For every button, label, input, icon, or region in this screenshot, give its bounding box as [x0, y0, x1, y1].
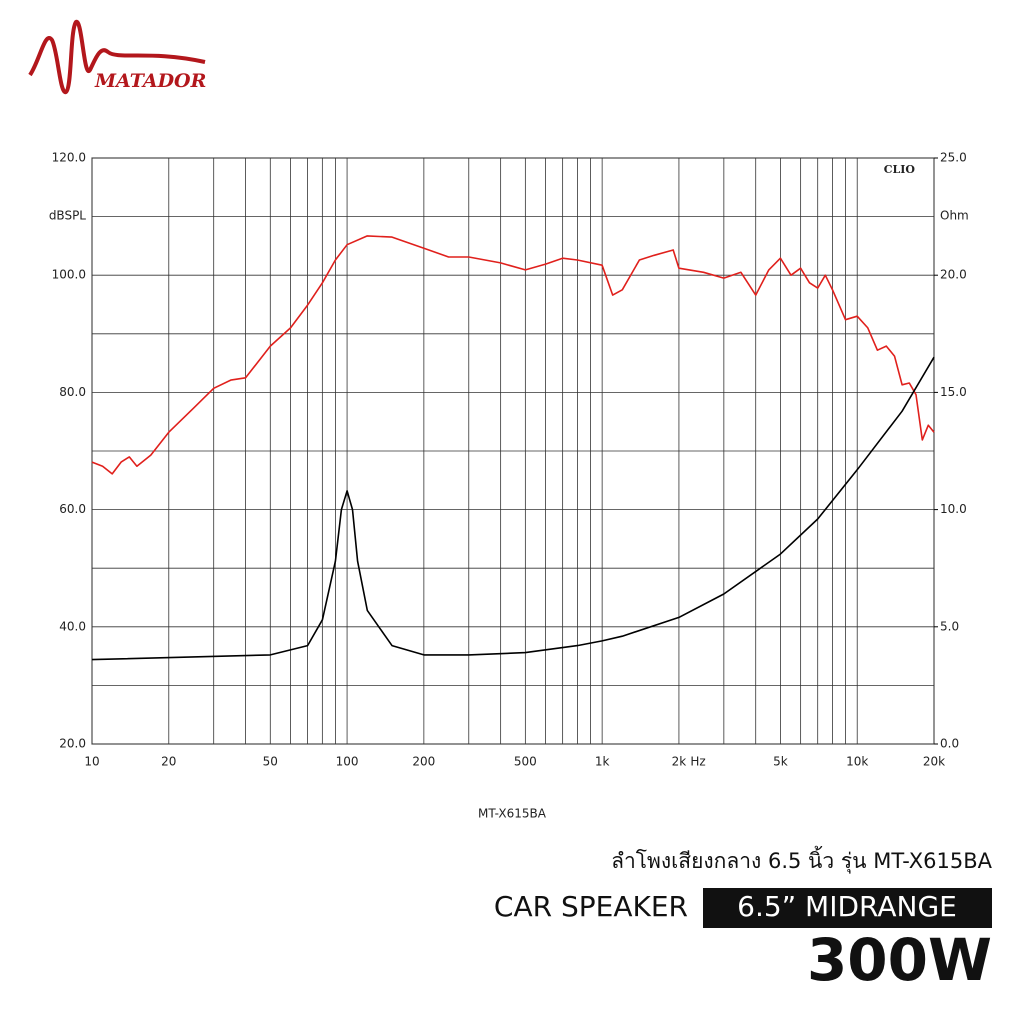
y-tick-label: 100.0: [52, 268, 86, 282]
x-unit: Hz: [690, 755, 705, 769]
x-tick-label: 500: [514, 755, 537, 769]
y2-tick-label: 20.0: [940, 268, 967, 282]
y2-tick-label: 10.0: [940, 502, 967, 516]
y-tick-label: 60.0: [59, 502, 86, 516]
x-tick-label: 10: [84, 755, 99, 769]
category-box: [703, 888, 992, 928]
series-line: [91, 235, 935, 475]
x-tick-label: 20k: [923, 755, 945, 769]
y-axis-label: dBSPL: [49, 209, 86, 223]
x-tick-label: 100: [336, 755, 359, 769]
x-tick-label: 10k: [846, 755, 868, 769]
power: 300W: [807, 926, 992, 994]
product-line: ลำโพงเสียงกลาง 6.5 นิ้ว รุ่น MT-X615BA: [611, 846, 993, 874]
x-tick-label: 5k: [773, 755, 788, 769]
y-tick-label: 80.0: [59, 385, 86, 399]
y-tick-label: 120.0: [52, 151, 86, 165]
y2-tick-label: 0.0: [940, 737, 959, 751]
x-tick-label: 200: [412, 755, 435, 769]
logo-wave: [28, 19, 206, 95]
x-tick-label: 50: [263, 755, 278, 769]
logo-text: MATADOR: [94, 70, 206, 92]
category: CAR SPEAKER: [494, 890, 688, 923]
y-tick-label: 20.0: [59, 737, 86, 751]
y2-tick-label: 5.0: [940, 619, 959, 633]
y2-axis-label: Ohm: [940, 209, 969, 223]
watermark: CLIO: [884, 163, 916, 176]
y2-tick-label: 15.0: [940, 385, 967, 399]
y-tick-label: 40.0: [59, 619, 86, 633]
category-highlight: 6.5” MIDRANGE: [737, 890, 957, 923]
model-label: MT-X615BA: [478, 807, 547, 821]
x-tick-label: 2k: [672, 755, 687, 769]
x-tick-label: 20: [161, 755, 176, 769]
series-line: [91, 356, 935, 661]
y2-tick-label: 25.0: [940, 151, 967, 165]
x-tick-label: 1k: [595, 755, 610, 769]
